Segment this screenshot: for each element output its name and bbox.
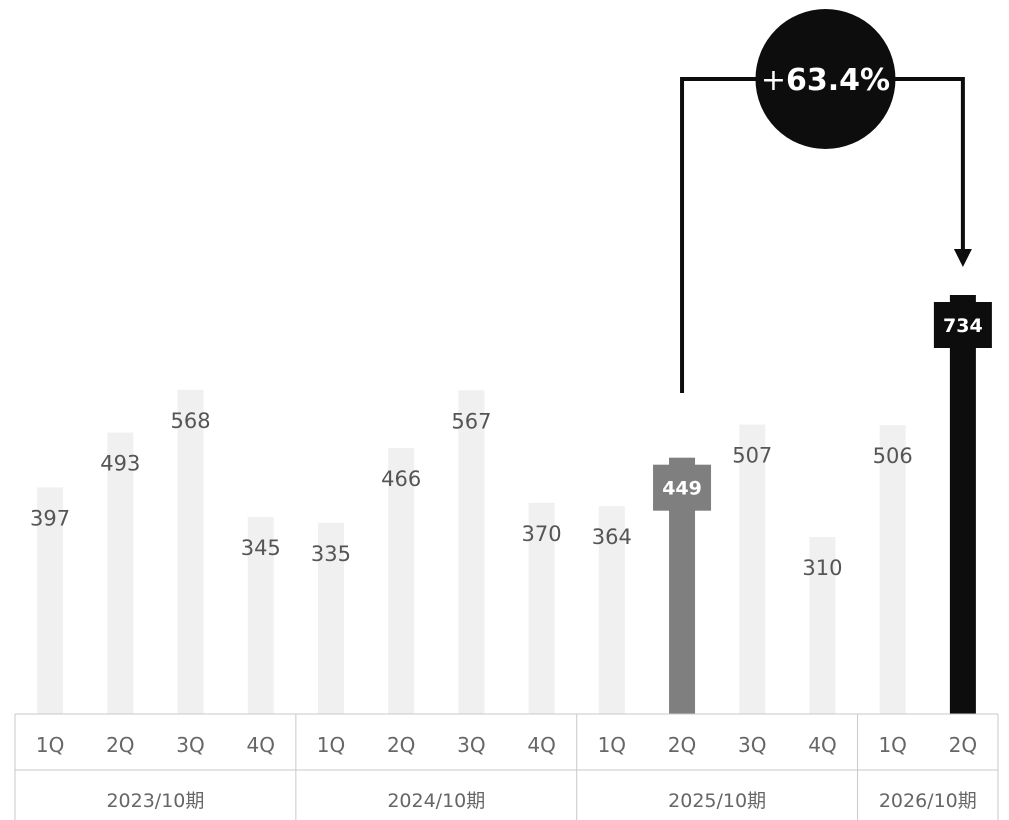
bar	[37, 487, 64, 714]
value-label: 734	[943, 315, 983, 337]
tick-label: 4Q	[527, 733, 555, 757]
growth-badge	[755, 9, 896, 149]
value-label: 310	[802, 556, 842, 580]
value-label: 493	[100, 452, 140, 476]
value-label: 335	[311, 542, 351, 566]
tick-label: 2Q	[668, 733, 696, 757]
value-labels-layer: 397 493 568 345 335 466 567 370 364 449 507 310 506 7…	[30, 302, 992, 580]
tick-label: 4Q	[808, 733, 836, 757]
bar	[388, 447, 415, 714]
tick-label: 2Q	[949, 733, 977, 757]
growth-arrow-group: +63.4%	[680, 9, 972, 393]
value-label: 364	[592, 525, 632, 549]
tick-label: 3Q	[738, 733, 766, 757]
value-label-box	[653, 464, 712, 511]
period-label: 2026/10期	[879, 790, 977, 812]
bar	[317, 522, 344, 714]
period-label: 2024/10期	[387, 790, 485, 812]
value-label: 397	[30, 506, 70, 530]
bar	[177, 389, 204, 714]
growth-value: 63.4%	[786, 63, 890, 98]
arrow-head-icon	[953, 249, 972, 267]
value-label-box	[933, 302, 992, 348]
tick-label: 1Q	[598, 733, 626, 757]
value-label: 507	[732, 444, 772, 468]
value-label: 567	[451, 409, 491, 433]
bar	[879, 425, 906, 714]
value-label: 370	[522, 522, 562, 546]
bar	[247, 517, 274, 714]
bars-layer	[37, 295, 976, 714]
tick-label: 2Q	[106, 733, 134, 757]
tick-label: 3Q	[176, 733, 204, 757]
tick-label: 3Q	[457, 733, 485, 757]
value-label: 506	[873, 444, 913, 468]
bar	[809, 537, 836, 714]
period-label: 2023/10期	[106, 790, 204, 812]
growth-label: +63.4%	[761, 63, 890, 98]
value-label: 466	[381, 467, 421, 491]
bar	[528, 502, 555, 714]
period-label: 2025/10期	[668, 790, 766, 812]
tick-label: 1Q	[36, 733, 64, 757]
value-label: 568	[170, 409, 210, 433]
tick-label: 1Q	[317, 733, 345, 757]
value-label: 449	[662, 478, 702, 500]
tick-label: 1Q	[878, 733, 906, 757]
tick-label: 2Q	[387, 733, 415, 757]
bar	[107, 432, 134, 714]
category-axis-table: 1Q 2Q 3Q 4Q 1Q 2Q 3Q 4Q 1Q 2Q 3Q 4Q 1Q 2Q 2023/10期 2024…	[14, 713, 999, 820]
value-label: 345	[241, 536, 281, 560]
bar	[598, 506, 625, 714]
bar	[458, 390, 485, 714]
growth-plus-sign: +	[761, 63, 786, 98]
bar	[949, 295, 976, 714]
tick-label: 4Q	[247, 733, 275, 757]
bar	[739, 424, 766, 714]
